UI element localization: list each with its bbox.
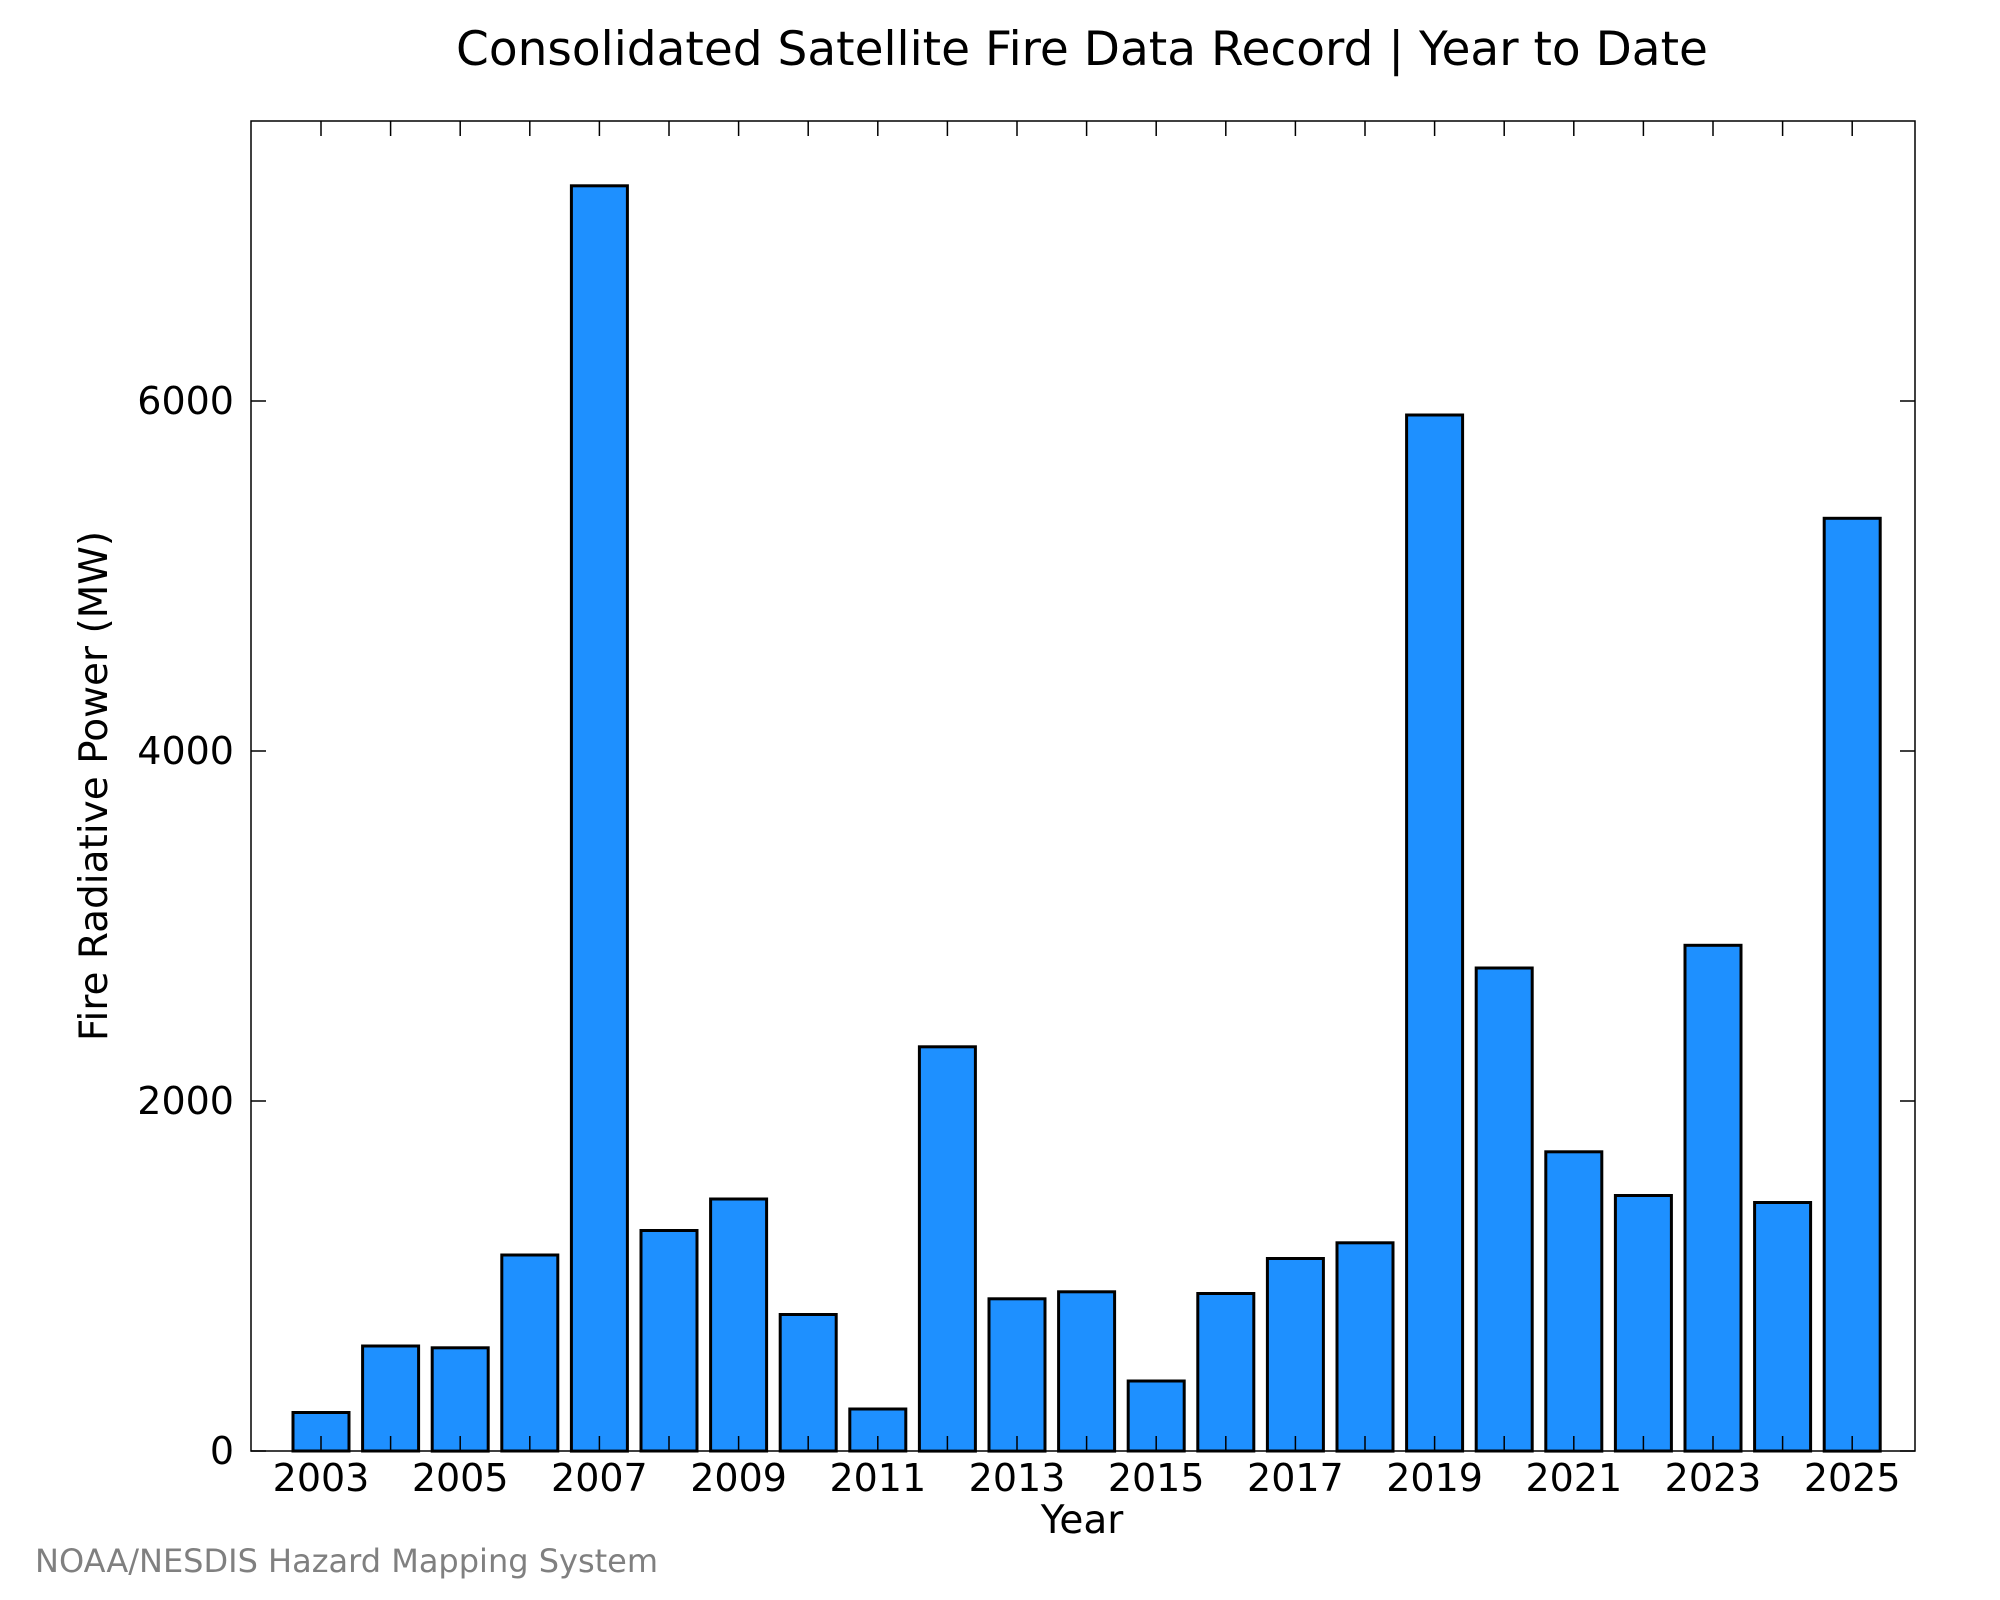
bar-2006 [500,1253,560,1453]
x-tick-label: 2015 [1108,1456,1205,1500]
bar-2008 [639,1229,699,1453]
x-tick-label: 2021 [1525,1456,1622,1500]
bar-2005 [430,1346,490,1453]
x-ticks-group: 2003 2005 2007 2009 2011 2013 2015 2017 2019 2021… [273,121,1901,1500]
x-tick-label: 2023 [1665,1456,1762,1500]
bar-2019 [1405,413,1465,1453]
x-tick-label: 2009 [690,1456,787,1500]
x-tick-label: 2011 [829,1456,926,1500]
x-tick-label: 2005 [412,1456,509,1500]
bar-2018 [1335,1241,1395,1453]
bar-2022 [1613,1194,1673,1453]
y-ticks-group: 0 2000 4000 6000 [137,379,1915,1473]
bar-2021 [1544,1150,1604,1453]
bar-2007 [569,184,629,1453]
x-tick-label: 2017 [1247,1456,1344,1500]
bar-2009 [709,1197,769,1453]
x-tick-label: 2019 [1386,1456,1483,1500]
x-axis-label: Year [1040,1498,1125,1543]
bar-2004 [361,1344,421,1453]
y-tick-label: 2000 [137,1079,234,1123]
y-tick-label: 0 [210,1429,234,1473]
x-tick-label: 2003 [273,1456,370,1500]
y-axis-label: Fire Radiative Power (MW) [72,531,117,1041]
bar-2024 [1753,1201,1813,1453]
x-tick-label: 2025 [1804,1456,1901,1500]
chart-title: Consolidated Satellite Fire Data Record … [456,22,1708,77]
bar-2010 [778,1313,838,1453]
bar-2017 [1265,1257,1325,1453]
bar-2020 [1474,966,1534,1453]
credit-text: NOAA/NESDIS Hazard Mapping System [35,1542,658,1580]
x-tick-label: 2013 [969,1456,1066,1500]
bar-2013 [987,1297,1047,1453]
y-tick-label: 4000 [137,729,234,773]
bar-2025 [1822,516,1882,1453]
y-tick-label: 6000 [137,379,234,423]
bar-2016 [1196,1292,1256,1453]
bar-2023 [1683,943,1743,1453]
bar-2014 [1057,1290,1117,1453]
bar-2012 [917,1045,977,1453]
bars-group [291,184,1882,1453]
x-tick-label: 2007 [551,1456,648,1500]
